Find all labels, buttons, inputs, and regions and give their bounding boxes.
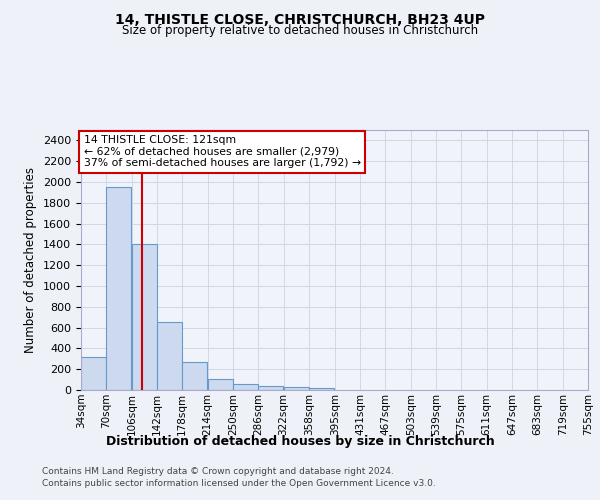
Bar <box>259 386 283 390</box>
Text: Distribution of detached houses by size in Christchurch: Distribution of detached houses by size … <box>106 435 494 448</box>
Bar <box>208 378 233 390</box>
Bar <box>81 356 106 390</box>
Bar <box>233 384 258 390</box>
Bar <box>284 388 308 390</box>
Bar <box>106 187 131 390</box>
Bar <box>182 362 208 390</box>
Bar <box>309 388 334 390</box>
Bar <box>157 322 182 390</box>
Text: Contains HM Land Registry data © Crown copyright and database right 2024.: Contains HM Land Registry data © Crown c… <box>42 468 394 476</box>
Bar <box>132 244 157 390</box>
Text: Contains public sector information licensed under the Open Government Licence v3: Contains public sector information licen… <box>42 479 436 488</box>
Text: 14 THISTLE CLOSE: 121sqm
← 62% of detached houses are smaller (2,979)
37% of sem: 14 THISTLE CLOSE: 121sqm ← 62% of detach… <box>83 135 361 168</box>
Y-axis label: Number of detached properties: Number of detached properties <box>25 167 37 353</box>
Text: Size of property relative to detached houses in Christchurch: Size of property relative to detached ho… <box>122 24 478 37</box>
Text: 14, THISTLE CLOSE, CHRISTCHURCH, BH23 4UP: 14, THISTLE CLOSE, CHRISTCHURCH, BH23 4U… <box>115 12 485 26</box>
